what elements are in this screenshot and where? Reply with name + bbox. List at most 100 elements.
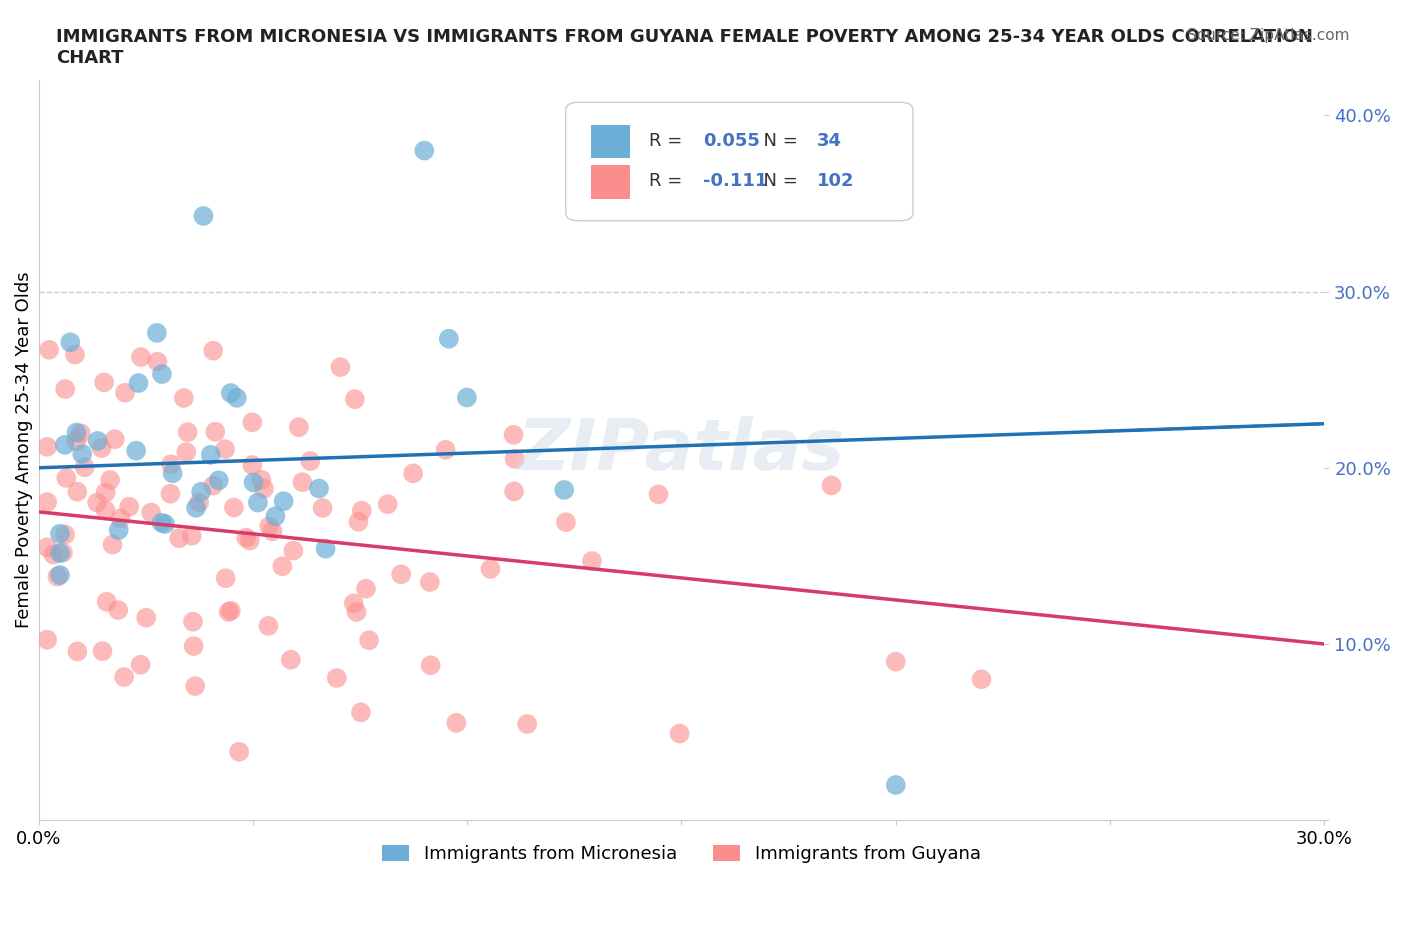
Immigrants from Guyana [820,478,842,493]
Immigrants from Guyana [184,679,207,694]
Immigrants from Guyana [86,495,108,510]
Immigrants from Guyana [66,644,89,659]
Immigrants from Guyana [112,670,135,684]
Immigrants from Guyana [129,658,152,672]
Text: Source: ZipAtlas.com: Source: ZipAtlas.com [1187,28,1350,43]
Immigrants from Guyana [90,441,112,456]
Immigrants from Micronesia [146,326,169,340]
Immigrants from Guyana [181,614,204,629]
Immigrants from Guyana [202,343,225,358]
Immigrants from Guyana [434,443,457,458]
Immigrants from Guyana [110,511,132,525]
Immigrants from Guyana [329,360,352,375]
Immigrants from Micronesia [193,208,215,223]
Immigrants from Guyana [240,458,263,472]
Immigrants from Guyana [350,503,373,518]
Immigrants from Guyana [668,726,690,741]
Immigrants from Guyana [66,485,89,499]
Immigrants from Guyana [104,432,127,446]
Immigrants from Guyana [259,519,281,534]
Immigrants from Guyana [101,538,124,552]
Immigrants from Guyana [42,547,65,562]
Immigrants from Micronesia [150,366,173,381]
Immigrants from Micronesia [190,485,212,499]
Immigrants from Guyana [219,604,242,618]
Immigrants from Guyana [239,533,262,548]
Immigrants from Micronesia [273,494,295,509]
Text: N =: N = [752,172,804,191]
Immigrants from Guyana [502,428,524,443]
Immigrants from Guyana [354,581,377,596]
Immigrants from Guyana [98,472,121,487]
Immigrants from Guyana [262,524,284,538]
Immigrants from Guyana [299,454,322,469]
Immigrants from Guyana [91,644,114,658]
Bar [592,125,630,158]
Immigrants from Micronesia [49,526,72,541]
Immigrants from Guyana [118,499,141,514]
Immigrants from Guyana [214,571,236,586]
Text: IMMIGRANTS FROM MICRONESIA VS IMMIGRANTS FROM GUYANA FEMALE POVERTY AMONG 25-34 : IMMIGRANTS FROM MICRONESIA VS IMMIGRANTS… [56,28,1313,67]
Immigrants from Micronesia [184,500,207,515]
Immigrants from Micronesia [128,376,150,391]
Immigrants from Micronesia [315,541,337,556]
Immigrants from Guyana [503,484,526,498]
Text: 0.055: 0.055 [703,132,761,150]
Immigrants from Guyana [257,618,280,633]
Text: -0.111: -0.111 [703,172,768,191]
Immigrants from Micronesia [264,509,287,524]
Text: R =: R = [650,132,689,150]
Immigrants from Guyana [555,514,578,529]
Immigrants from Micronesia [437,331,460,346]
Immigrants from Guyana [188,495,211,510]
Immigrants from Guyana [402,466,425,481]
Immigrants from Guyana [52,545,75,560]
Immigrants from Guyana [93,375,115,390]
Immigrants from Guyana [218,604,240,619]
Immigrants from Guyana [135,610,157,625]
Immigrants from Guyana [271,559,294,574]
Immigrants from Guyana [202,478,225,493]
Immigrants from Guyana [65,433,87,448]
Immigrants from Micronesia [456,390,478,405]
Immigrants from Guyana [180,528,202,543]
Immigrants from Micronesia [242,475,264,490]
Immigrants from Guyana [37,495,59,510]
Immigrants from Micronesia [162,466,184,481]
Immigrants from Guyana [647,487,669,502]
Immigrants from Guyana [291,474,314,489]
Immigrants from Guyana [240,415,263,430]
Immigrants from Guyana [159,486,181,501]
Immigrants from Guyana [53,381,76,396]
Immigrants from Guyana [129,350,152,365]
Immigrants from Guyana [37,539,59,554]
Legend: Immigrants from Micronesia, Immigrants from Guyana: Immigrants from Micronesia, Immigrants f… [375,838,988,870]
Immigrants from Micronesia [219,386,242,401]
Immigrants from Micronesia [87,433,110,448]
Immigrants from Micronesia [125,444,148,458]
Immigrants from Micronesia [59,335,82,350]
Immigrants from Guyana [94,485,117,500]
Immigrants from Guyana [63,347,86,362]
Immigrants from Guyana [235,530,257,545]
Immigrants from Guyana [160,457,183,472]
Immigrants from Guyana [503,451,526,466]
Immigrants from Guyana [479,562,502,577]
Immigrants from Guyana [173,391,195,405]
Immigrants from Guyana [288,419,311,434]
Text: N =: N = [752,132,804,150]
Immigrants from Guyana [283,543,305,558]
Immigrants from Guyana [55,471,77,485]
Immigrants from Guyana [96,594,118,609]
Text: R =: R = [650,172,689,191]
Immigrants from Micronesia [200,447,222,462]
Immigrants from Guyana [884,654,907,669]
Immigrants from Guyana [167,531,190,546]
Immigrants from Guyana [37,632,59,647]
Immigrants from Guyana [69,426,91,441]
Immigrants from Guyana [343,596,366,611]
Immigrants from Micronesia [246,495,269,510]
Immigrants from Micronesia [49,546,72,561]
Immigrants from Micronesia [53,437,76,452]
Immigrants from Guyana [419,575,441,590]
